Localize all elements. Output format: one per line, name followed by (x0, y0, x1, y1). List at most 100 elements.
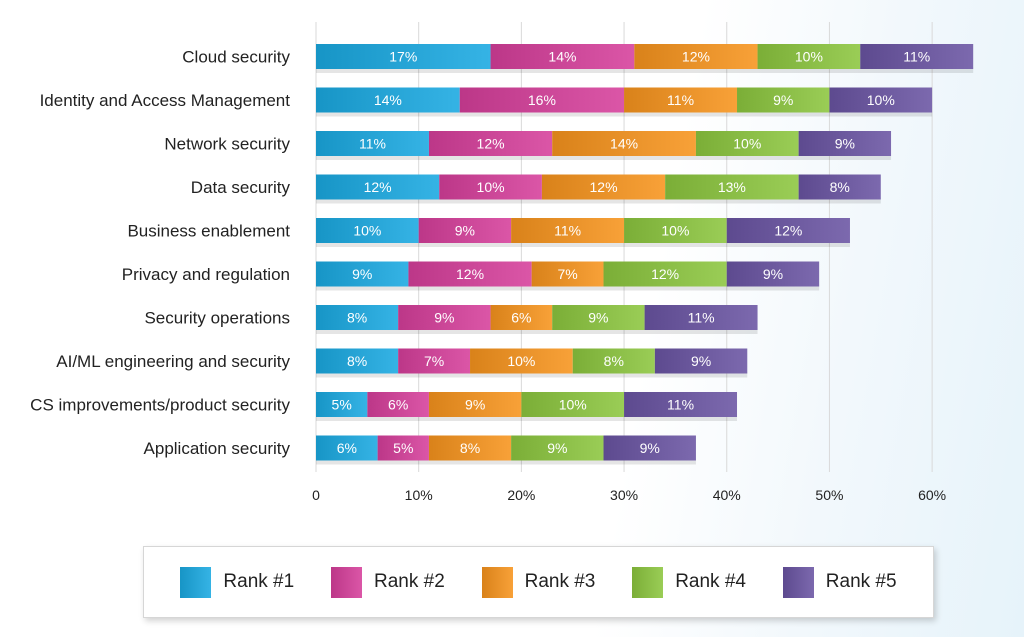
x-tick-label: 0 (312, 487, 320, 503)
bar-segment (726, 261, 820, 287)
category-label: Application security (144, 439, 291, 458)
data-label: 7% (557, 266, 577, 282)
category-label: Privacy and regulation (122, 265, 290, 284)
data-label: 16% (528, 92, 556, 108)
legend-label: Rank #4 (675, 571, 746, 592)
bar-segment (644, 305, 758, 330)
data-label: 6% (337, 440, 357, 456)
data-label: 8% (347, 353, 367, 369)
data-label: 10% (795, 49, 823, 65)
bar-shadow (316, 197, 881, 204)
data-label: 12% (590, 179, 618, 195)
bar-segment (531, 261, 604, 287)
x-tick-label: 10% (405, 487, 433, 503)
bar-segment (408, 261, 532, 287)
legend-item: Rank #3 (481, 566, 596, 598)
legend-swatch (782, 566, 814, 598)
bar-segment (428, 435, 512, 461)
data-label: 9% (588, 310, 608, 326)
data-label: 11% (667, 397, 694, 413)
bar-segment (316, 44, 491, 69)
data-label: 17% (389, 49, 417, 65)
legend-label: Rank #2 (374, 571, 445, 592)
data-label: 9% (455, 223, 475, 239)
legend-label: Rank #3 (524, 571, 596, 592)
bar-segment (459, 87, 625, 113)
legend-swatch (331, 566, 362, 598)
bar-segment (428, 392, 522, 417)
data-label: 9% (773, 92, 793, 108)
data-label: 9% (547, 440, 567, 456)
bar-segment (695, 131, 799, 156)
bar-segment (603, 435, 696, 461)
data-label: 12% (774, 223, 802, 239)
data-label: 8% (347, 310, 367, 326)
category-label: AI/ML engineering and security (56, 352, 290, 371)
bar-segment (316, 305, 399, 330)
data-label: 9% (835, 136, 855, 152)
data-label: 11% (688, 310, 715, 326)
x-tick-label: 40% (713, 487, 741, 503)
data-label: 10% (507, 353, 535, 369)
data-label: 5% (332, 397, 352, 413)
category-label: CS improvements/product security (30, 396, 290, 415)
category-label: Cloud security (182, 48, 290, 67)
legend-item: Rank #1 (180, 566, 294, 598)
x-tick-label: 30% (610, 487, 638, 503)
data-label: 10% (353, 223, 381, 239)
bar-segment (316, 174, 440, 200)
bars: 17% 14% 12% 10% 11% 14% 16% 11% 9% 10% 11% 12% 14% 10… (316, 44, 974, 465)
data-label: 8% (460, 440, 480, 456)
data-label: 12% (651, 266, 679, 282)
bar-segment (511, 218, 625, 243)
data-label: 12% (477, 136, 505, 152)
bar-segment (665, 174, 799, 200)
bar-segment (398, 305, 491, 330)
bar-segment (316, 392, 368, 417)
bar-segment (654, 348, 748, 374)
data-label: 13% (718, 179, 746, 195)
bar-segment (377, 435, 429, 461)
bar-shadow (316, 371, 748, 378)
bar-segment (490, 44, 635, 69)
bar-segment (316, 348, 399, 374)
data-label: 5% (393, 440, 413, 456)
bar-shadow (316, 328, 758, 334)
bar-segment (511, 435, 604, 461)
bar-shadow (316, 284, 820, 291)
bar-segment (572, 348, 655, 374)
bar-segment (829, 87, 933, 113)
category-label: Data security (191, 178, 291, 197)
data-label: 9% (640, 440, 660, 456)
bar-segment (316, 87, 460, 113)
legend-swatch (180, 566, 212, 598)
data-label: 8% (830, 179, 850, 195)
data-label: 12% (364, 179, 392, 195)
x-tick-label: 60% (918, 487, 946, 503)
bar-shadow (316, 110, 933, 117)
bar-shadow (316, 154, 892, 160)
bar-shadow (316, 458, 696, 465)
bar-segment (316, 435, 378, 461)
bar-segment (316, 131, 429, 156)
data-label: 12% (456, 266, 484, 282)
legend-item: Rank #2 (331, 566, 445, 598)
legend: Rank #1 Rank #2 Rank #3 Rank #4 Rank #5 (143, 546, 934, 618)
data-label: 9% (763, 266, 783, 282)
bar-segment (367, 392, 429, 417)
data-label: 11% (359, 136, 386, 152)
bar-segment (398, 348, 471, 374)
data-label: 14% (548, 49, 576, 65)
bar-segment (552, 305, 645, 330)
bar-segment (490, 305, 553, 330)
bar-segment (757, 44, 861, 69)
data-label: 6% (388, 397, 408, 413)
data-label: 9% (434, 310, 454, 326)
bar-segment (552, 131, 696, 156)
data-label: 10% (733, 136, 761, 152)
bar-segment (798, 131, 892, 156)
data-label: 8% (604, 353, 624, 369)
legend-swatch (481, 566, 513, 598)
data-label: 10% (661, 223, 689, 239)
